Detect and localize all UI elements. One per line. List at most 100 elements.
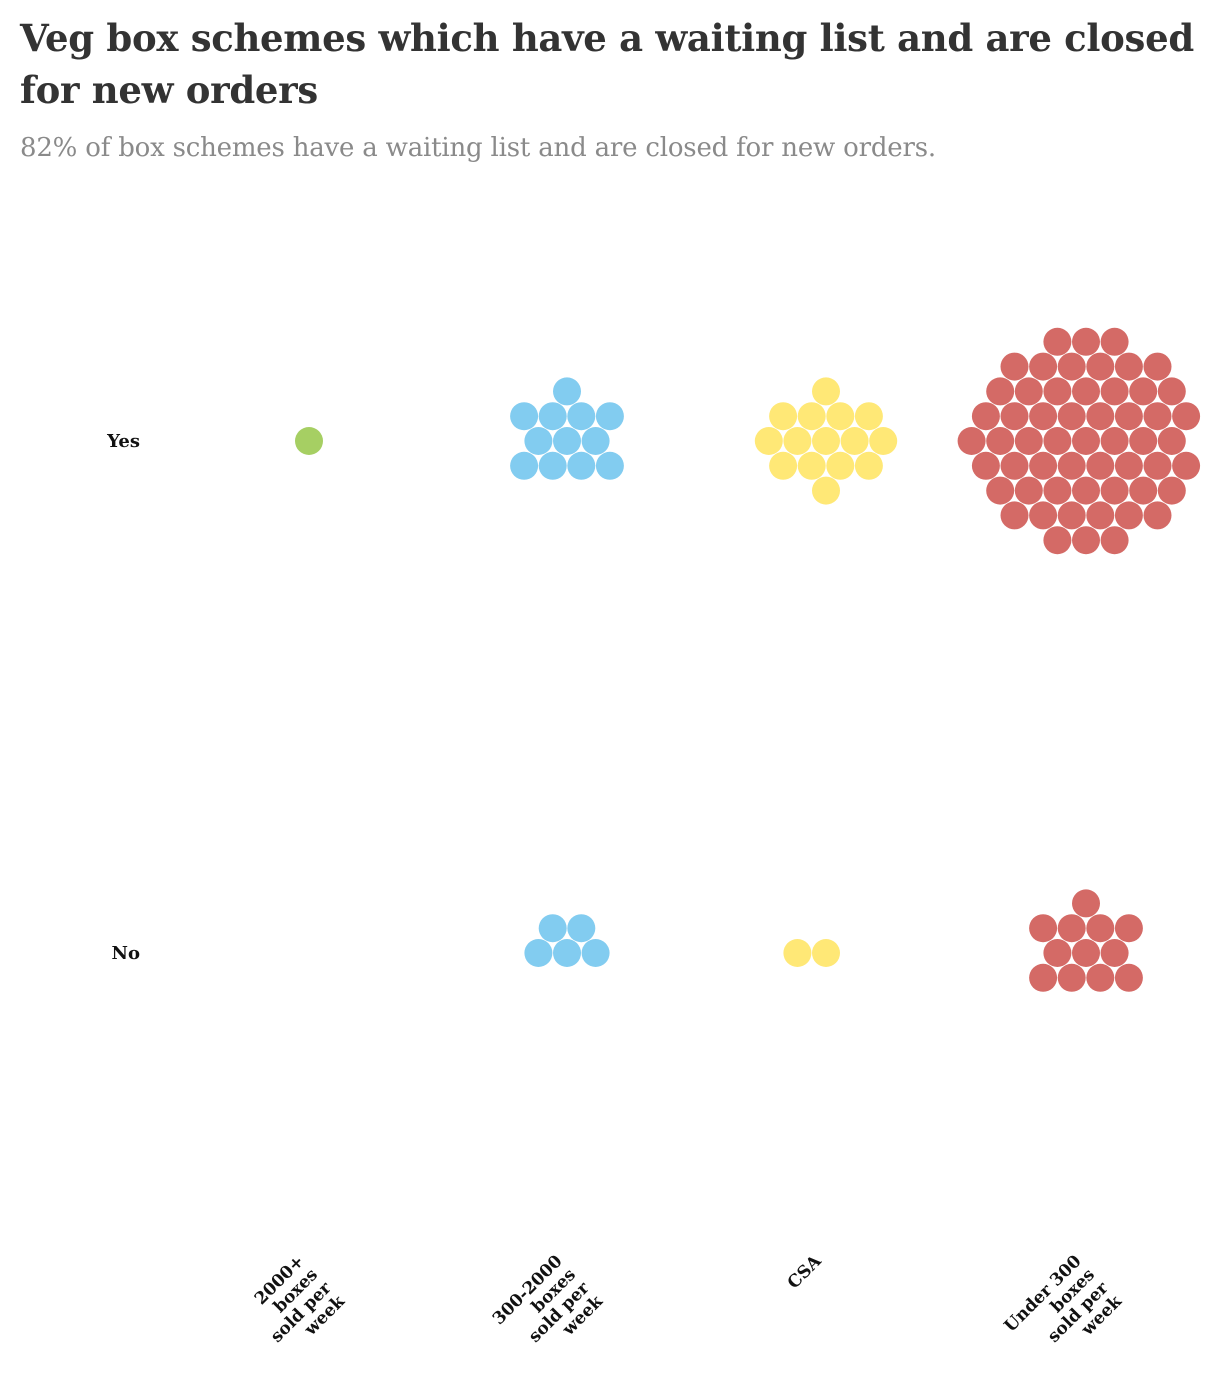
row-label-no: No bbox=[112, 943, 140, 964]
dot-yes-col2-10 bbox=[510, 451, 539, 480]
dot-no-col4-10 bbox=[1029, 963, 1058, 992]
dot-yes-col2-11 bbox=[595, 451, 624, 480]
dot-yes-col4-35 bbox=[1114, 352, 1143, 381]
dot-yes-col2-4 bbox=[538, 402, 567, 431]
dot-yes-col4-26 bbox=[1014, 476, 1043, 505]
dot-yes-col4-7 bbox=[1086, 451, 1115, 480]
dot-yes-col4-50 bbox=[1000, 501, 1029, 530]
dot-no-col4-7 bbox=[1086, 963, 1115, 992]
dot-yes-col4-3 bbox=[1100, 427, 1129, 455]
dot-yes-col4-53 bbox=[1100, 327, 1129, 356]
dot-yes-col4-56 bbox=[957, 427, 986, 455]
dot-yes-col3-11 bbox=[854, 451, 883, 480]
dot-yes-col4-44 bbox=[971, 402, 1000, 431]
dot-yes-col2-8 bbox=[510, 402, 539, 431]
dot-yes-col2-7 bbox=[567, 451, 596, 480]
row-labels: Yes No bbox=[106, 431, 140, 964]
dot-yes-col4-42 bbox=[1072, 327, 1100, 356]
dot-yes-col2-1 bbox=[553, 427, 581, 455]
column-label-3: CSA bbox=[784, 1251, 826, 1293]
dot-yes-col4-8 bbox=[1029, 402, 1058, 431]
dot-yes-col4-6 bbox=[1057, 451, 1086, 480]
dot-yes-col2-3 bbox=[581, 427, 610, 455]
dot-yes-col4-28 bbox=[1057, 352, 1086, 381]
dot-yes-col4-39 bbox=[1157, 377, 1186, 406]
dot-no-col4-11 bbox=[1114, 963, 1143, 992]
dot-yes-col3-2 bbox=[783, 427, 812, 455]
dot-yes-col4-49 bbox=[1143, 352, 1172, 381]
dot-yes-col3-3 bbox=[840, 427, 869, 455]
dot-yes-col4-13 bbox=[1072, 476, 1100, 505]
dot-yes-col4-41 bbox=[1157, 476, 1186, 505]
dot-yes-col4-37 bbox=[1114, 501, 1143, 530]
dot-yes-col4-47 bbox=[1172, 451, 1201, 480]
dot-yes-col4-19 bbox=[1100, 476, 1129, 505]
dot-no-col4-5 bbox=[1086, 914, 1115, 943]
dot-yes-col4-20 bbox=[1000, 402, 1029, 431]
dot-yes-col4-43 bbox=[1072, 526, 1100, 555]
row-label-yes: Yes bbox=[106, 431, 140, 452]
dot-yes-col4-24 bbox=[1014, 377, 1043, 406]
dot-yes-col3-9 bbox=[854, 402, 883, 431]
dot-yes-col2-2 bbox=[524, 427, 553, 455]
dot-yes-col2-6 bbox=[538, 451, 567, 480]
dot-yes-col4-48 bbox=[1000, 352, 1029, 381]
dot-yes-col4-21 bbox=[1143, 402, 1172, 431]
dot-yes-col4-31 bbox=[1086, 501, 1115, 530]
dot-yes-col4-34 bbox=[1029, 352, 1058, 381]
dot-yes-col4-40 bbox=[986, 476, 1015, 505]
dot-no-col4-8 bbox=[1029, 914, 1058, 943]
dot-yes-col3-15 bbox=[869, 427, 898, 455]
dot-yes-col4-18 bbox=[1043, 476, 1072, 505]
chart-dots bbox=[295, 327, 1201, 992]
dot-yes-col3-5 bbox=[826, 402, 855, 431]
dot-yes-col4-29 bbox=[1086, 352, 1115, 381]
dot-yes-col4-17 bbox=[1100, 377, 1129, 406]
dot-yes-col4-46 bbox=[971, 451, 1000, 480]
dot-no-col4-2 bbox=[1043, 939, 1072, 967]
dot-yes-col1-1 bbox=[295, 427, 323, 455]
dot-yes-col3-14 bbox=[754, 427, 783, 455]
dot-no-col4-6 bbox=[1057, 963, 1086, 992]
dot-yes-col2-12 bbox=[553, 377, 581, 406]
dot-yes-col4-4 bbox=[1057, 402, 1086, 431]
dot-yes-col4-2 bbox=[1043, 427, 1072, 455]
dot-no-col3-1 bbox=[812, 939, 840, 967]
dot-yes-col4-14 bbox=[1014, 427, 1043, 455]
dot-yes-col4-22 bbox=[1000, 451, 1029, 480]
dot-no-col4-1 bbox=[1072, 939, 1100, 967]
dot-yes-col4-9 bbox=[1114, 402, 1143, 431]
dot-no-col4-4 bbox=[1057, 914, 1086, 943]
dot-no-col2-5 bbox=[567, 914, 596, 943]
dot-yes-col4-54 bbox=[1043, 526, 1072, 555]
dot-yes-col3-6 bbox=[797, 451, 826, 480]
dot-yes-col4-5 bbox=[1086, 402, 1115, 431]
dot-yes-col4-23 bbox=[1143, 451, 1172, 480]
dot-no-col4-3 bbox=[1100, 939, 1129, 967]
dot-yes-col4-52 bbox=[1043, 327, 1072, 356]
dot-yes-col4-38 bbox=[986, 377, 1015, 406]
dot-yes-col3-4 bbox=[797, 402, 826, 431]
dot-no-col2-3 bbox=[581, 939, 610, 967]
dot-yes-col3-13 bbox=[812, 476, 840, 505]
dot-yes-col4-10 bbox=[1029, 451, 1058, 480]
dot-yes-col4-12 bbox=[1072, 377, 1100, 406]
dot-yes-col4-30 bbox=[1057, 501, 1086, 530]
dot-yes-col4-36 bbox=[1029, 501, 1058, 530]
dot-no-col2-4 bbox=[538, 914, 567, 943]
chart-title: Veg box schemes which have a waiting lis… bbox=[20, 16, 1194, 112]
dot-yes-col4-11 bbox=[1114, 451, 1143, 480]
dot-yes-col4-16 bbox=[1043, 377, 1072, 406]
dot-yes-col4-25 bbox=[1129, 377, 1158, 406]
dot-no-col2-2 bbox=[524, 939, 553, 967]
dot-yes-col3-1 bbox=[812, 427, 840, 455]
dot-yes-col4-45 bbox=[1172, 402, 1201, 431]
dot-yes-col2-9 bbox=[595, 402, 624, 431]
dot-yes-col3-12 bbox=[812, 377, 840, 406]
dot-no-col3-2 bbox=[783, 939, 812, 967]
